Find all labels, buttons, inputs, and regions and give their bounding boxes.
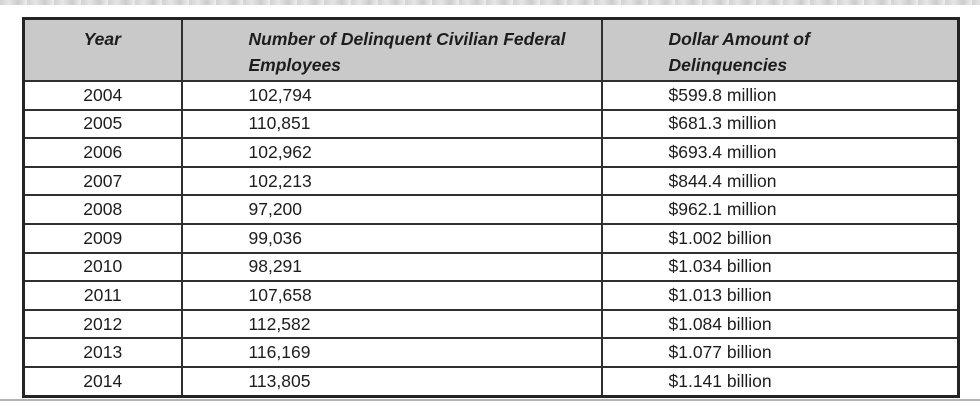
col-header-employees: Number of Delinquent Civilian Federal Em… <box>180 17 603 82</box>
employees-cell: 102,962 <box>180 137 603 168</box>
year-cell: 2007 <box>22 165 183 197</box>
table-row: 2012 112,582 $1.084 billion <box>22 308 960 340</box>
year-cell: 2012 <box>22 308 183 340</box>
col-header-year: Year <box>22 17 183 82</box>
amount-cell: $1.084 billion <box>600 308 960 340</box>
amount-cell: $962.1 million <box>600 194 960 225</box>
table-row: 2007 102,213 $844.4 million <box>22 165 960 197</box>
table-row: 2011 107,658 $1.013 billion <box>22 280 960 311</box>
scan-artifact-bottom <box>0 399 980 401</box>
employees-cell: 116,169 <box>180 337 603 368</box>
employees-cell: 113,805 <box>180 365 603 398</box>
year-cell: 2004 <box>22 80 183 111</box>
employees-cell: 102,213 <box>180 165 603 197</box>
amount-cell: $1.002 billion <box>600 222 960 254</box>
table-row: 2004 102,794 $599.8 million <box>22 80 960 111</box>
table-row: 2014 113,805 $1.141 billion <box>22 365 960 398</box>
amount-cell: $681.3 million <box>600 108 960 140</box>
header-line: Employees <box>248 55 341 75</box>
employees-cell: 102,794 <box>180 80 603 111</box>
table-row: 2006 102,962 $693.4 million <box>22 137 960 168</box>
table-row: 2005 110,851 $681.3 million <box>22 108 960 140</box>
amount-cell: $844.4 million <box>600 165 960 197</box>
year-cell: 2006 <box>22 137 183 168</box>
table-row: 2008 97,200 $962.1 million <box>22 194 960 225</box>
employees-cell: 98,291 <box>180 251 603 283</box>
year-cell: 2014 <box>22 365 183 398</box>
employees-cell: 110,851 <box>180 108 603 140</box>
amount-cell: $693.4 million <box>600 137 960 168</box>
year-cell: 2008 <box>22 194 183 225</box>
table-row: 2010 98,291 $1.034 billion <box>22 251 960 283</box>
table-row: 2009 99,036 $1.002 billion <box>22 222 960 254</box>
year-cell: 2009 <box>22 222 183 254</box>
amount-cell: $1.077 billion <box>600 337 960 368</box>
table-row: 2013 116,169 $1.077 billion <box>22 337 960 368</box>
year-cell: 2010 <box>22 251 183 283</box>
header-line: Delinquencies <box>668 55 788 75</box>
amount-cell: $1.034 billion <box>600 251 960 283</box>
header-row: Year Number of Delinquent Civilian Feder… <box>22 17 960 82</box>
scan-artifact-top <box>0 0 980 5</box>
col-header-amount: Dollar Amount of Delinquencies <box>600 17 960 82</box>
year-cell: 2011 <box>22 280 183 311</box>
year-cell: 2013 <box>22 337 183 368</box>
header-line: Year <box>83 29 121 49</box>
amount-cell: $599.8 million <box>600 80 960 111</box>
employees-cell: 99,036 <box>180 222 603 254</box>
amount-cell: $1.013 billion <box>600 280 960 311</box>
year-cell: 2005 <box>22 108 183 140</box>
header-line: Dollar Amount of <box>668 29 810 49</box>
amount-cell: $1.141 billion <box>600 365 960 398</box>
employees-cell: 112,582 <box>180 308 603 340</box>
employees-cell: 107,658 <box>180 280 603 311</box>
header-line: Number of Delinquent Civilian Federal <box>248 29 566 49</box>
delinquency-table: Year Number of Delinquent Civilian Feder… <box>22 17 960 398</box>
employees-cell: 97,200 <box>180 194 603 225</box>
